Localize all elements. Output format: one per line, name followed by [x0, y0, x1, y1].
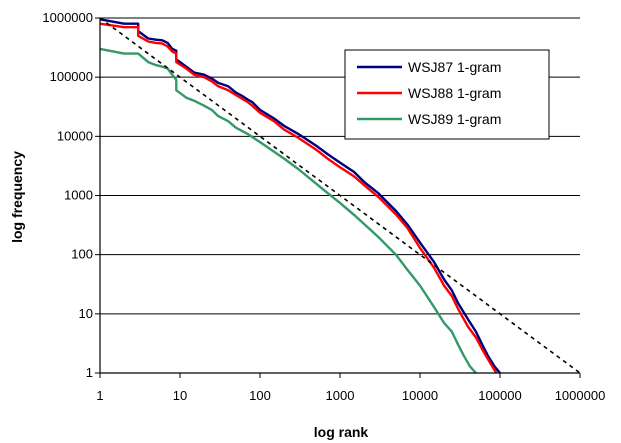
x-tick-label: 10000 [402, 388, 438, 403]
series-layer [99, 17, 581, 374]
x-axis-title: log rank [314, 424, 369, 440]
series-line-1 [99, 22, 498, 374]
reference-line-dashed [99, 17, 581, 374]
legend-box [344, 49, 550, 140]
legend-label: WSJ89 1-gram [408, 111, 501, 127]
x-tick-label: 10 [173, 388, 187, 403]
series-line-2 [99, 47, 477, 374]
y-tick-label: 10 [79, 306, 93, 321]
legend-label: WSJ87 1-gram [408, 59, 501, 75]
x-tick-label: 1 [96, 388, 103, 403]
legend-label: WSJ88 1-gram [408, 85, 501, 101]
y-tick-label: 100 [71, 247, 93, 262]
y-tick-label: 1 [86, 365, 93, 380]
x-tick-label: 1000000 [555, 388, 606, 403]
x-tick-label: 1000 [326, 388, 355, 403]
legend: WSJ87 1-gram WSJ88 1-gram WSJ89 1-gram [344, 49, 550, 140]
y-tick-label: 10000 [57, 128, 93, 143]
tick-labels: 1 10 100 1000 10000 100000 1000000 1 10 100 1000 10… [42, 10, 605, 403]
y-tick-label: 1000 [64, 188, 93, 203]
y-tick-label: 1000000 [42, 10, 93, 25]
axes [95, 17, 581, 378]
series-line-0 [99, 18, 501, 374]
x-tick-label: 100 [249, 388, 271, 403]
y-tick-label: 100000 [50, 69, 93, 84]
y-axis-title: log frequency [9, 151, 25, 243]
x-tick-label: 100000 [478, 388, 521, 403]
